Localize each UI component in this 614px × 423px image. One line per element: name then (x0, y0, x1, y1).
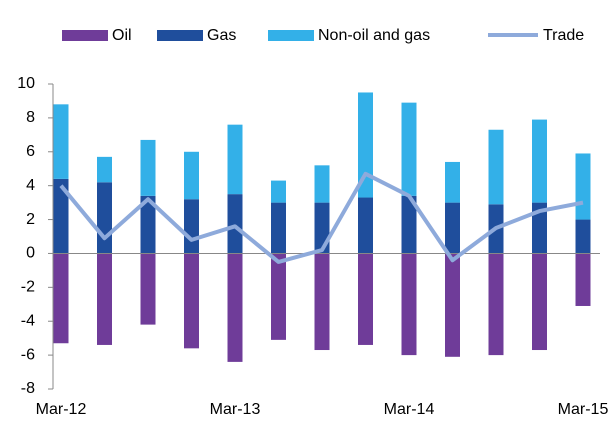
bar (575, 253, 591, 306)
legend-label: Trade (543, 27, 584, 44)
legend-swatch (62, 30, 108, 41)
y-tick-label: -2 (21, 279, 35, 296)
bar (184, 253, 199, 349)
y-tick-label: 8 (26, 109, 35, 126)
bar (227, 253, 243, 362)
bar (358, 253, 373, 345)
bar (358, 197, 373, 254)
bar (445, 161, 460, 203)
bar (140, 195, 156, 254)
bar (184, 151, 199, 200)
x-tick-label: Mar-12 (36, 401, 87, 418)
bar (271, 202, 286, 254)
x-tick-label: Mar-13 (210, 401, 261, 418)
y-tick-label: -8 (21, 380, 35, 397)
bar (314, 253, 330, 351)
legend-swatch (157, 30, 203, 41)
bar (97, 253, 112, 345)
y-tick-label: -4 (21, 312, 35, 329)
y-tick-label: 0 (26, 245, 35, 262)
bar (227, 194, 243, 254)
bar (532, 202, 547, 254)
y-tick-label: 4 (26, 177, 35, 194)
bar (488, 253, 504, 356)
legend-label: Gas (207, 27, 236, 44)
bar (314, 165, 330, 203)
trade-line (59, 171, 584, 264)
bar (314, 202, 330, 254)
bar (97, 156, 112, 183)
bar (401, 253, 417, 356)
y-tick-label: 6 (26, 143, 35, 160)
bar (575, 219, 591, 254)
bar (184, 199, 199, 254)
bar (140, 253, 156, 325)
bar (401, 102, 417, 196)
y-tick-label: 2 (26, 211, 35, 228)
bar (271, 180, 286, 203)
bar (532, 119, 547, 203)
bar (358, 92, 373, 198)
y-tick-label: -6 (21, 346, 35, 363)
y-tick-label: 10 (17, 75, 35, 92)
bar (53, 178, 69, 254)
bar (445, 202, 460, 254)
legend-label: Oil (112, 27, 132, 44)
bar (140, 139, 156, 196)
bar (227, 124, 243, 195)
bar (488, 129, 504, 205)
bar (97, 182, 112, 254)
bar (271, 253, 286, 340)
bar (53, 104, 69, 179)
legend-label: Non-oil and gas (318, 27, 430, 44)
x-tick-label: Mar-15 (558, 401, 609, 418)
bar (445, 253, 460, 357)
x-tick-label: Mar-14 (384, 401, 435, 418)
bar (575, 153, 591, 220)
bar (401, 195, 417, 254)
bar (532, 253, 547, 351)
bar (53, 253, 69, 344)
legend-swatch (268, 30, 314, 41)
